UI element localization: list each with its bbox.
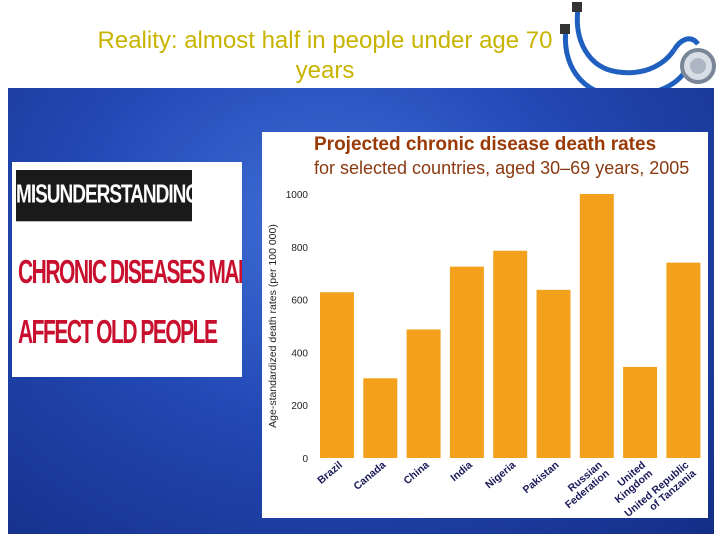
x-tick-label: India [448,459,475,484]
y-axis-label: Age-standardized death rates (per 100 00… [267,224,279,428]
bar-brazil [320,292,354,458]
x-tick-label: Nigeria [483,459,518,491]
chart-subtitle: for selected countries, aged 30–69 years… [314,158,690,178]
y-tick-label: 0 [302,454,308,465]
y-tick-label: 800 [291,243,308,254]
x-tick-label: RussianFederation [556,459,612,511]
slide-title-line1: Reality: almost half in people under age… [97,27,553,54]
x-tick-label: Brazil [315,459,345,487]
x-tick-label: Canada [351,459,388,493]
bar-china [406,329,441,458]
chart-title: Projected chronic disease death rates [314,134,657,155]
bar-pakistan [536,289,571,458]
y-tick-label: 600 [291,296,308,307]
bar-nigeria [493,250,528,458]
misunderstanding-line2: AFFECT OLD PEOPLE [18,314,218,351]
misunderstanding-line1: CHRONIC DISEASES MAINLY [18,254,242,291]
bar-chart: Age-standardized death rates (per 100 00… [267,190,701,518]
bar-canada [363,378,398,458]
slide-title-line2: years [295,57,355,84]
bar-russian-federation [579,194,614,458]
slide-title: Reality: almost half in people under age… [0,26,650,86]
bar-united-kingdom [623,366,658,458]
bar-united-republic-of-tanzania [666,262,701,458]
misunderstanding-card: MISUNDERSTANDING CHRONIC DISEASES MAINLY… [12,162,242,377]
chart-card: Projected chronic disease death rates fo… [262,132,708,518]
misunderstanding-header: MISUNDERSTANDING [16,170,200,222]
y-tick-label: 1000 [286,190,309,201]
stethoscope-icon [560,2,716,99]
x-tick-label: Pakistan [521,459,562,496]
bar-india [449,266,484,458]
x-tick-label: China [401,459,431,487]
y-tick-label: 400 [291,348,308,359]
y-tick-label: 200 [291,401,308,412]
